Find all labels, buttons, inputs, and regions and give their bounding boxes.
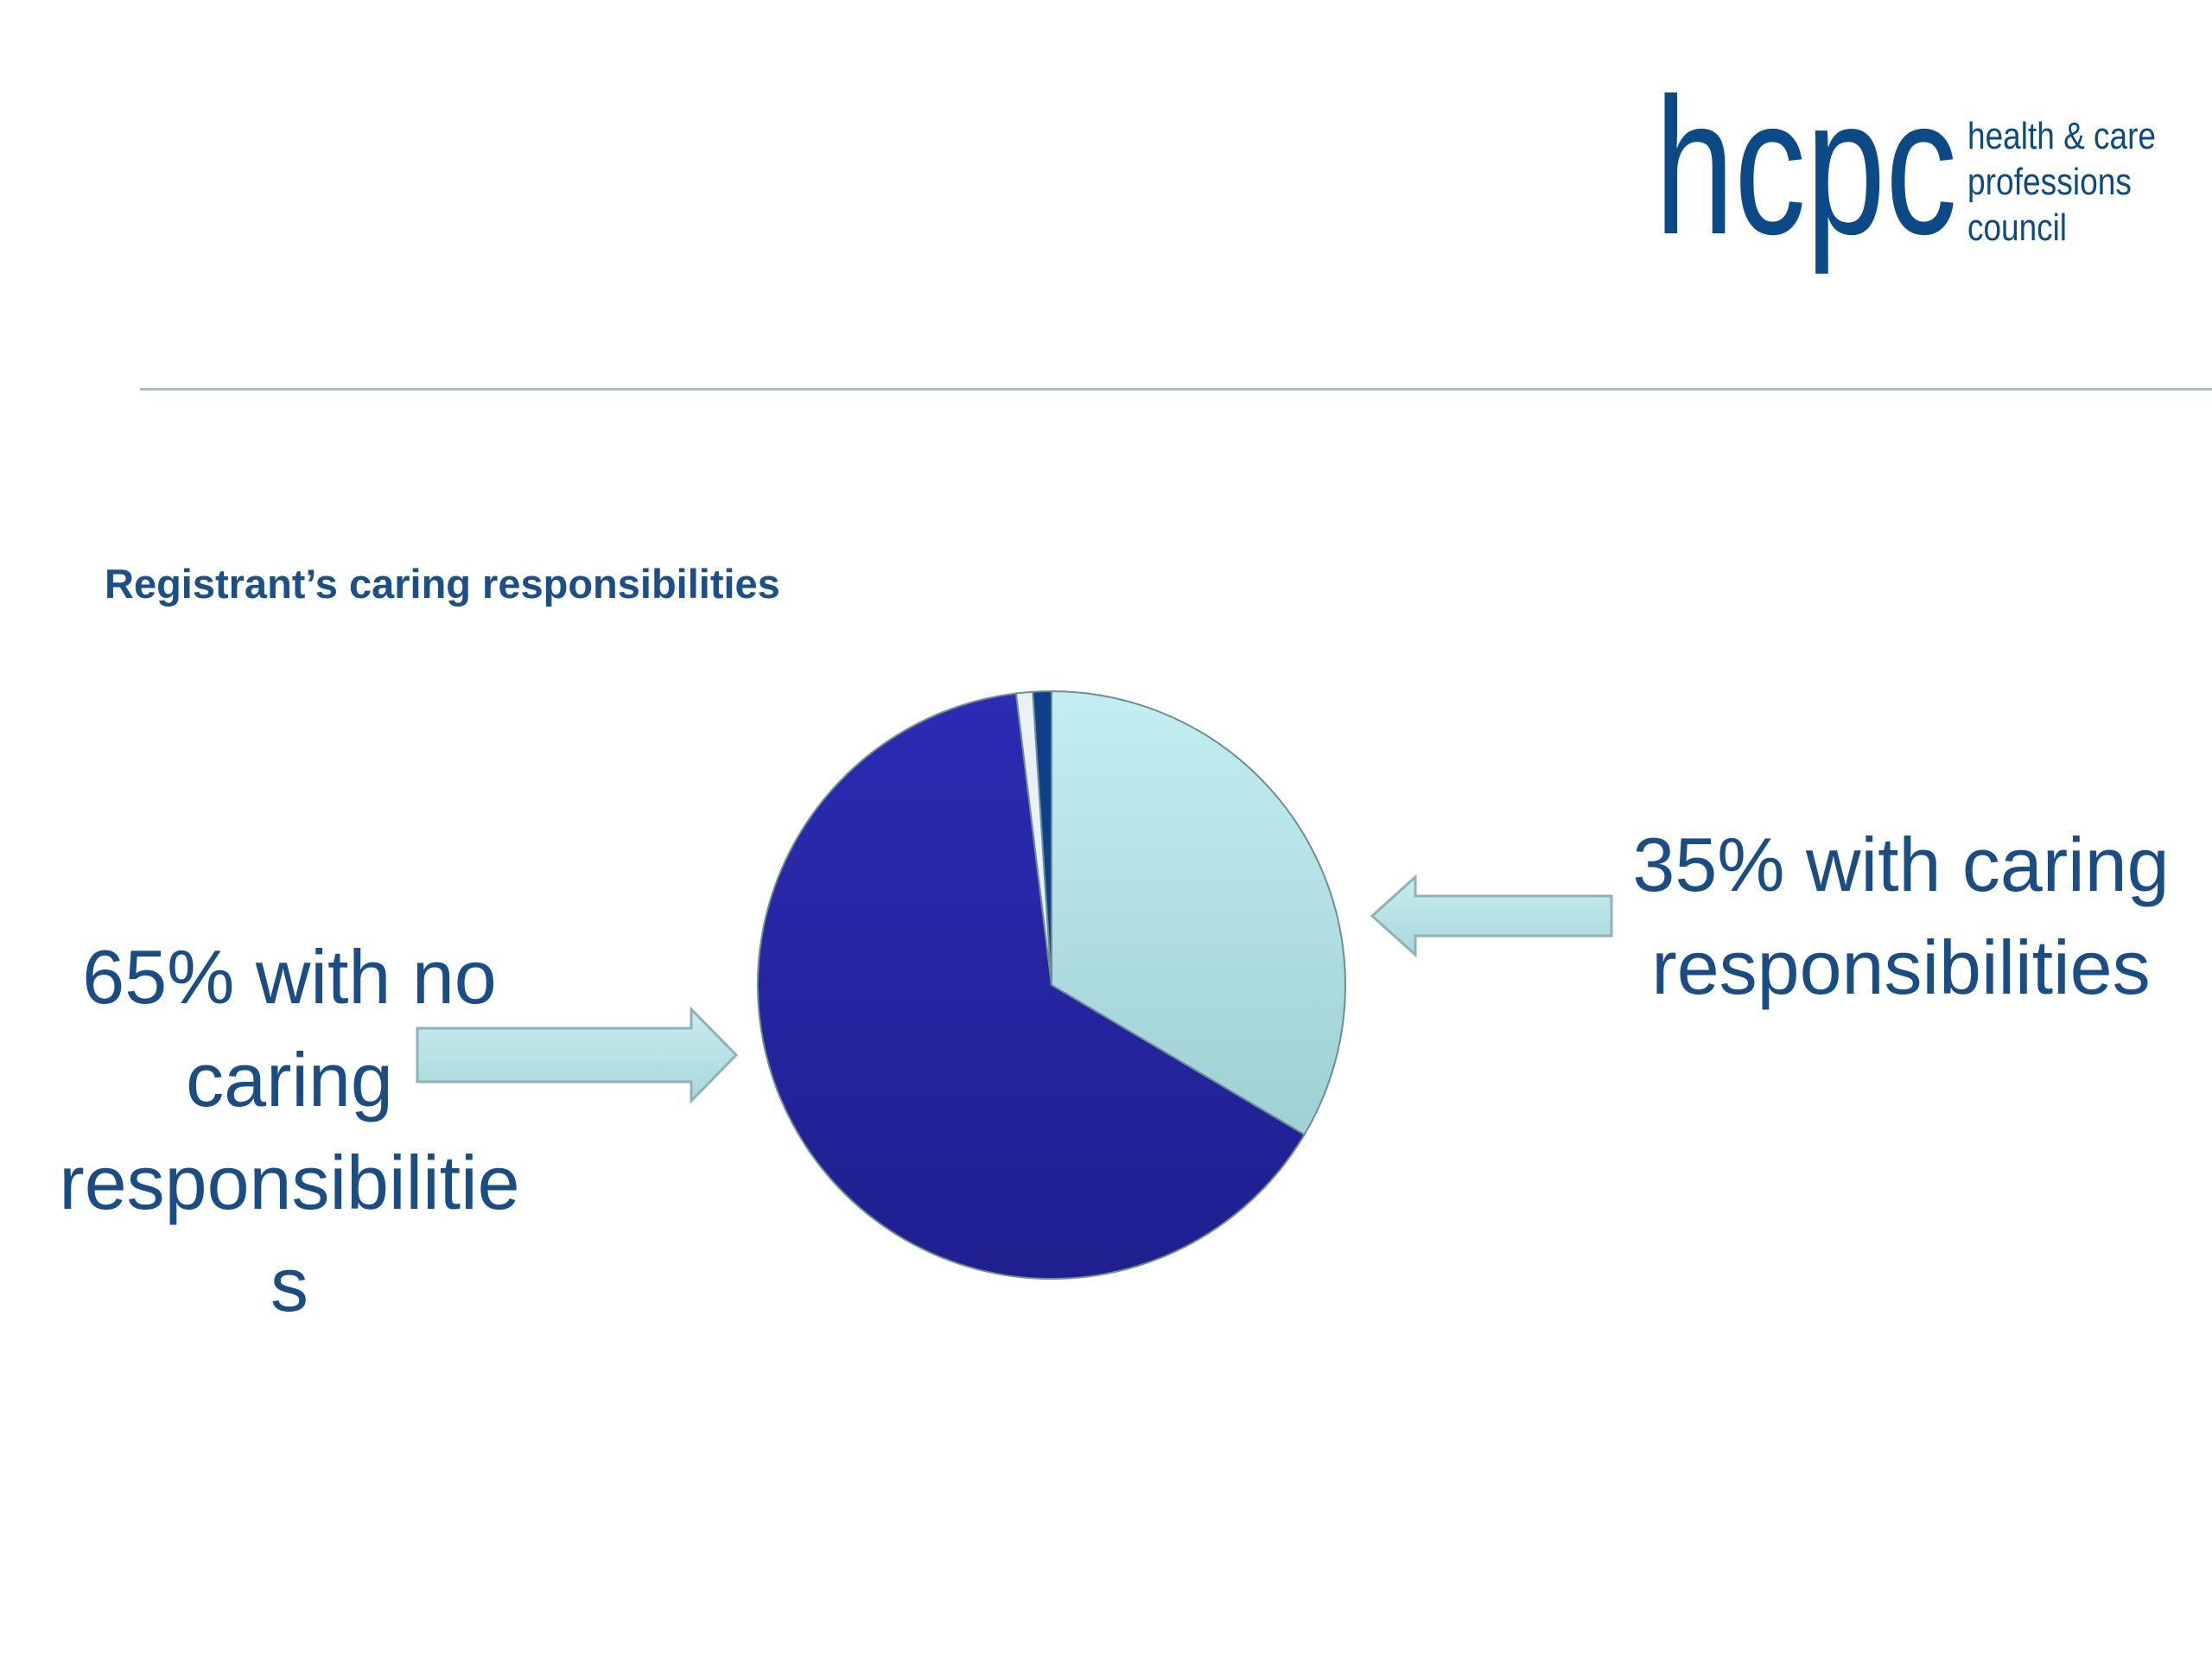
arrow-left-to-pie [416,1006,739,1104]
annotation-caring: 35% with caring responsibilities [1599,814,2203,1020]
logo-tagline-line-3: council [1967,207,2067,249]
annotation-caring-line-2: responsibilities [1651,924,2151,1010]
pie-slice-minor-2 [1032,690,1052,986]
arrow-right-to-pie [1370,874,1613,958]
pie-slice-no-caring [756,692,1306,1281]
annotation-no-caring-line-3: responsibilitie [59,1139,520,1225]
slide-title: Registrant’s caring responsibilities [105,561,780,607]
hcpc-logo: hcpc health & care professions council [1655,79,2156,275]
header-divider [140,388,2212,391]
pie-slices [756,690,1346,1281]
logo-tagline-line-2: professions [1967,161,2132,203]
annotation-caring-line-1: 35% with caring [1632,822,2170,907]
annotation-no-caring: 65% with no caring responsibilitie s [26,926,553,1337]
annotation-no-caring-line-4: s [270,1242,308,1328]
pie-slice-caring [1051,690,1346,1136]
logo-wordmark: hcpc [1655,79,1957,275]
annotation-no-caring-line-2: caring [186,1036,393,1122]
annotation-no-caring-line-1: 65% with no [82,934,497,1020]
logo-tagline-line-1: health & care [1967,115,2156,157]
